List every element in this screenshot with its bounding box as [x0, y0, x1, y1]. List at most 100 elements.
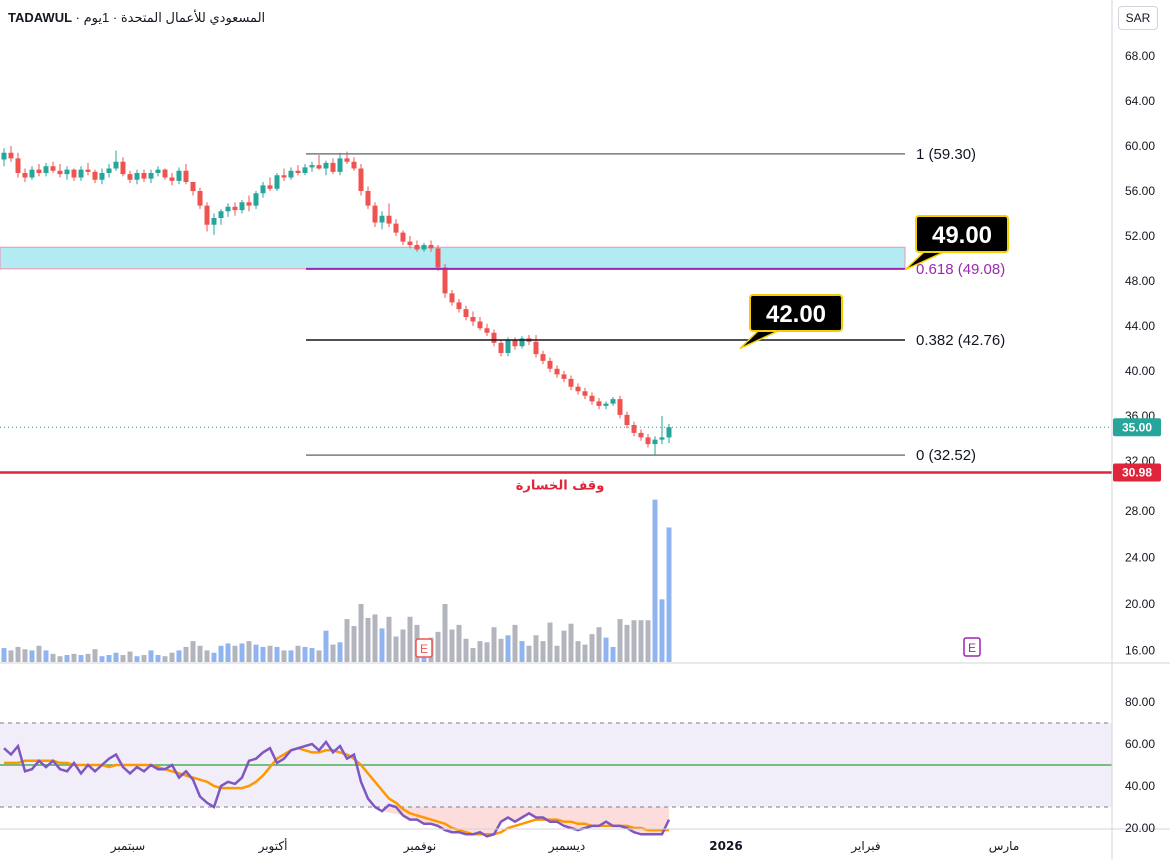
candle[interactable] [365, 186, 371, 210]
candle[interactable] [323, 160, 329, 176]
candle[interactable] [610, 396, 616, 406]
candle[interactable] [421, 242, 427, 252]
price-callout[interactable]: 42.00 [739, 294, 843, 350]
candle[interactable] [239, 200, 245, 214]
candle[interactable] [547, 357, 553, 373]
candle[interactable] [169, 173, 175, 186]
rsi-ma-line[interactable] [4, 746, 669, 836]
candle[interactable] [197, 187, 203, 209]
candle[interactable] [274, 173, 280, 191]
candle[interactable] [575, 383, 581, 395]
candle[interactable] [491, 329, 497, 347]
candle[interactable] [260, 182, 266, 198]
candle[interactable] [477, 317, 483, 331]
candle[interactable] [43, 162, 49, 177]
candle[interactable] [330, 158, 336, 175]
candle[interactable] [78, 166, 84, 181]
candle[interactable] [155, 166, 161, 177]
candle[interactable] [624, 411, 630, 429]
candle[interactable] [561, 371, 567, 383]
candle[interactable] [540, 350, 546, 365]
candle[interactable] [162, 168, 168, 180]
candle[interactable] [666, 423, 672, 443]
current-price-label[interactable]: 35.00 [1113, 418, 1161, 437]
candle[interactable] [295, 165, 301, 176]
candle[interactable] [316, 155, 322, 170]
candle[interactable] [64, 166, 70, 180]
candle[interactable] [617, 395, 623, 419]
candle[interactable] [582, 387, 588, 400]
candle[interactable] [190, 182, 196, 196]
candle[interactable] [372, 202, 378, 227]
candle[interactable] [519, 336, 525, 349]
candle[interactable] [141, 169, 147, 182]
candle[interactable] [1, 148, 7, 167]
candle[interactable] [99, 168, 105, 185]
candle[interactable] [50, 161, 56, 173]
candle[interactable] [568, 375, 574, 391]
candle[interactable] [659, 416, 665, 445]
candle[interactable] [449, 290, 455, 306]
candle[interactable] [456, 299, 462, 313]
candle[interactable] [36, 164, 42, 177]
rsi-line[interactable] [3, 739, 671, 838]
candle[interactable] [414, 240, 420, 252]
candle[interactable] [288, 167, 294, 180]
candle[interactable] [309, 161, 315, 172]
candle[interactable] [533, 335, 539, 358]
candle[interactable] [337, 152, 343, 176]
candle[interactable] [589, 392, 595, 405]
symbol-header[interactable]: TADAWUL · المسعودي للأعمال المتحدة · 1يو… [8, 10, 265, 26]
candle[interactable] [358, 164, 364, 196]
candle[interactable] [120, 157, 126, 177]
candle[interactable] [246, 195, 252, 212]
candle[interactable] [85, 162, 91, 176]
candle[interactable] [127, 170, 133, 184]
candle[interactable] [281, 168, 287, 181]
candle[interactable] [351, 157, 357, 171]
candle[interactable] [176, 167, 182, 185]
candle[interactable] [92, 169, 98, 184]
candle[interactable] [512, 337, 518, 350]
candle[interactable] [554, 365, 560, 378]
candle[interactable] [386, 203, 392, 227]
candle[interactable] [652, 436, 658, 456]
candle[interactable] [8, 146, 14, 162]
demand-zone[interactable] [0, 246, 906, 270]
candle[interactable] [22, 168, 28, 183]
price-callout[interactable]: 49.00 [904, 215, 1009, 271]
stop-loss-price-label[interactable]: 30.98 [1113, 463, 1161, 482]
earnings-marker[interactable]: E [963, 637, 981, 657]
candle[interactable] [645, 434, 651, 448]
candle[interactable] [148, 169, 154, 184]
candle[interactable] [218, 209, 224, 225]
candle[interactable] [400, 230, 406, 245]
candle[interactable] [232, 202, 238, 216]
candle[interactable] [638, 429, 644, 441]
candle[interactable] [71, 168, 77, 181]
candle[interactable] [484, 323, 490, 337]
candle[interactable] [106, 164, 112, 178]
candle[interactable] [253, 191, 259, 209]
candle[interactable] [302, 164, 308, 176]
earnings-marker[interactable]: E [415, 638, 433, 658]
candle[interactable] [211, 213, 217, 235]
candle[interactable] [603, 401, 609, 410]
candle[interactable] [134, 169, 140, 185]
candle[interactable] [631, 421, 637, 437]
candle[interactable] [57, 164, 63, 178]
candle[interactable] [183, 164, 189, 185]
candle[interactable] [225, 203, 231, 217]
candle[interactable] [596, 398, 602, 410]
currency-button[interactable]: SAR [1118, 6, 1158, 30]
candle[interactable] [204, 202, 210, 232]
candle[interactable] [113, 150, 119, 171]
candle[interactable] [29, 166, 35, 180]
candle[interactable] [393, 219, 399, 236]
candle[interactable] [470, 311, 476, 326]
candle[interactable] [267, 177, 273, 192]
candle[interactable] [379, 211, 385, 230]
candle[interactable] [15, 152, 21, 178]
